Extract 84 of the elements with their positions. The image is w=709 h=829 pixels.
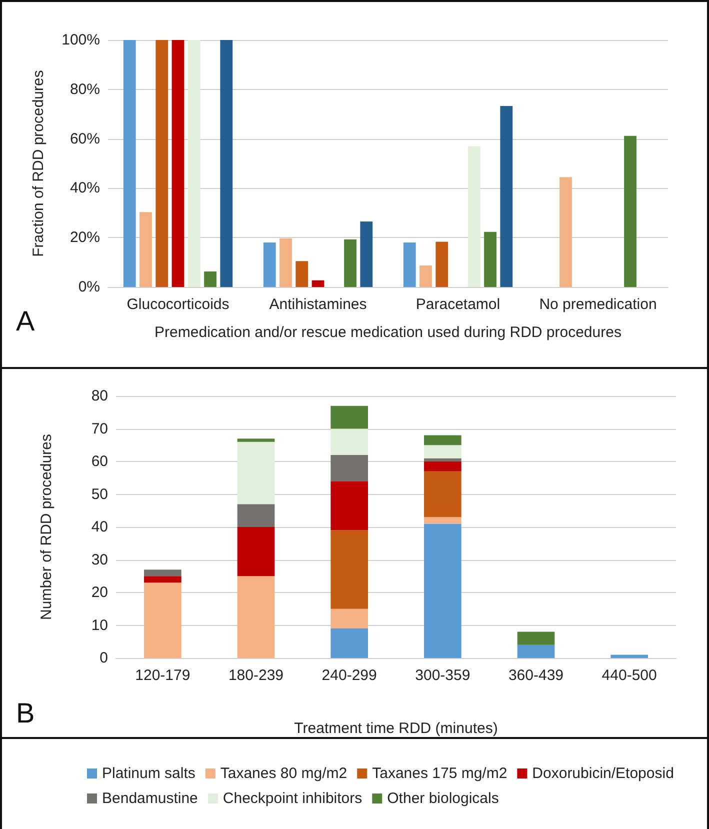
bar [280, 238, 292, 287]
bar [188, 40, 200, 287]
x-axis-title: Treatment time RDD (minutes) [294, 720, 498, 737]
legend-label: Bendamustine [102, 790, 198, 807]
bar [263, 242, 276, 287]
x-tick-label: 120-179 [135, 667, 190, 684]
y-axis-title: Fraction of RDD procedures [30, 70, 47, 257]
bar [330, 608, 368, 629]
bar [220, 40, 233, 287]
bar [344, 239, 356, 287]
y-tick-label: 20 [91, 584, 108, 601]
bar [330, 628, 368, 658]
legend-label: Taxanes 175 mg/m2 [372, 765, 508, 782]
bar [560, 177, 572, 287]
y-tick-label: 0 [100, 650, 108, 666]
bar [424, 435, 462, 446]
y-tick-label: 40% [70, 180, 100, 197]
legend-label: Platinum salts [102, 765, 196, 782]
x-tick-label: Paracetamol [416, 296, 500, 313]
bar [204, 271, 216, 287]
x-tick-label: 440-500 [602, 667, 657, 684]
bar [330, 454, 368, 482]
bar [517, 632, 555, 645]
bar [123, 40, 136, 287]
bar [156, 40, 168, 287]
bar [144, 570, 182, 576]
y-tick-label: 80% [70, 80, 100, 98]
y-tick-label: 100% [62, 32, 100, 48]
y-tick-label: 80 [91, 388, 108, 404]
bar [144, 582, 182, 658]
y-tick-label: 50 [91, 486, 108, 503]
bar [237, 504, 275, 527]
bar [610, 654, 648, 658]
y-tick-label: 30 [91, 551, 108, 568]
bar [403, 242, 416, 287]
bar [330, 481, 368, 530]
x-tick-label: 180-239 [228, 667, 284, 684]
y-tick-label: 60 [91, 453, 108, 470]
bar [296, 261, 308, 287]
x-tick-label: 240-299 [322, 667, 377, 684]
bar [424, 462, 462, 472]
bar [424, 524, 462, 658]
text: A [16, 306, 35, 336]
bar [424, 458, 462, 462]
legend-label: Taxanes 80 mg/m2 [220, 765, 348, 782]
y-tick-label: 0% [78, 278, 100, 296]
bar [424, 471, 462, 518]
bar [424, 445, 462, 458]
x-tick-label: 300-359 [415, 667, 470, 684]
x-tick-label: Glucocorticoids [126, 296, 230, 313]
bar [624, 136, 636, 287]
bar [237, 527, 275, 576]
bar [330, 428, 368, 455]
bar [144, 576, 182, 583]
x-tick-label: No premedication [539, 296, 657, 313]
legend-label: Other biologicals [387, 790, 499, 807]
bar [330, 530, 368, 609]
x-tick-label: Antihistamines [269, 296, 367, 313]
bar [420, 266, 432, 287]
y-tick-label: 40 [91, 518, 108, 536]
x-axis-title: Premedication and/or rescue medication used during RDD procedures [154, 324, 622, 341]
x-tick-label: 360-439 [508, 667, 564, 684]
y-axis-title: Number of RDD procedures [38, 434, 55, 620]
y-tick-label: 60% [70, 130, 100, 148]
text: B [16, 698, 35, 728]
bar [517, 644, 555, 658]
bar [424, 517, 462, 524]
y-tick-label: 70 [91, 420, 108, 438]
bar [237, 576, 275, 658]
legend-label: Checkpoint inhibitors [222, 790, 362, 807]
bar [172, 40, 184, 287]
bar [330, 406, 368, 429]
legend-label: Doxorubicin/Etoposid [532, 765, 674, 782]
y-tick-label: 20% [70, 229, 100, 246]
bar [237, 442, 275, 504]
bar [484, 232, 496, 287]
bar [140, 212, 152, 287]
bar [500, 106, 513, 287]
bar [360, 222, 373, 287]
bar [312, 280, 324, 287]
bar [436, 242, 448, 287]
bar [468, 146, 480, 287]
bar [237, 438, 275, 442]
y-tick-label: 10 [91, 616, 108, 634]
